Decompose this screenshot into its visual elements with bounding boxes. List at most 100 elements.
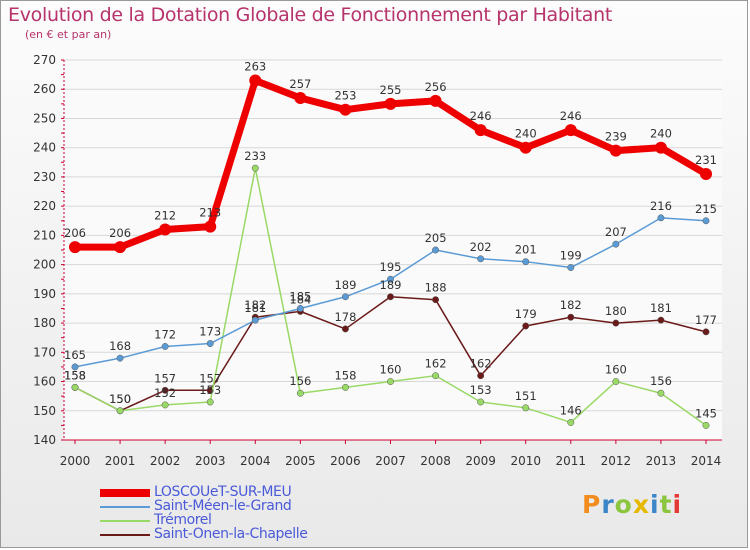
legend-label: Saint-Méen-le-Grand	[154, 498, 292, 514]
x-tick-label: 2009	[465, 454, 496, 468]
y-tick-label: 240	[33, 141, 56, 155]
data-point	[477, 372, 485, 380]
data-point	[654, 141, 667, 154]
data-point	[249, 74, 262, 87]
data-label: 151	[515, 389, 537, 403]
data-point	[700, 168, 712, 180]
data-label: 256	[425, 80, 447, 94]
data-label: 173	[199, 325, 221, 339]
y-tick-label: 270	[33, 53, 56, 67]
data-label: 150	[109, 392, 131, 406]
data-point	[296, 305, 304, 312]
plot-area	[64, 60, 722, 440]
y-tick-label: 180	[33, 316, 56, 330]
x-tick-label: 2003	[195, 454, 226, 468]
legend-swatch	[100, 534, 150, 536]
y-tick-label: 230	[33, 170, 56, 184]
chart-title: Evolution de la Dotation Globale de Fonc…	[8, 4, 613, 26]
data-point	[567, 264, 575, 271]
legend-label: Trémorel	[154, 512, 212, 528]
x-tick-label: 2010	[510, 454, 541, 468]
data-point	[702, 421, 710, 429]
x-tick-label: 2014	[691, 454, 722, 468]
data-label: 199	[560, 249, 582, 263]
data-label: 206	[64, 226, 86, 240]
x-tick-label: 2011	[556, 454, 587, 468]
data-label: 153	[199, 383, 221, 397]
data-label: 195	[380, 260, 402, 274]
data-label: 188	[425, 281, 447, 295]
x-tick-label: 2007	[375, 454, 406, 468]
data-label: 257	[289, 77, 311, 91]
y-tick-label: 220	[33, 199, 56, 213]
data-point	[612, 319, 620, 327]
x-tick-label: 2000	[60, 454, 91, 468]
data-label: 157	[154, 371, 176, 385]
legend-swatch	[100, 506, 150, 508]
data-label: 182	[560, 298, 582, 312]
data-label: 263	[244, 59, 266, 73]
data-label: 240	[515, 127, 537, 141]
data-point	[609, 144, 622, 157]
data-point	[341, 325, 349, 333]
data-point	[341, 383, 349, 391]
data-point	[387, 275, 394, 283]
data-label: 246	[470, 109, 492, 123]
data-point	[71, 383, 79, 391]
data-label: 145	[695, 406, 717, 420]
y-tick-label: 200	[33, 258, 56, 272]
data-point	[477, 255, 485, 263]
data-point	[612, 378, 620, 385]
y-tick-label: 190	[33, 287, 56, 301]
data-label: 181	[244, 301, 266, 315]
y-tick-label: 140	[33, 433, 56, 447]
x-tick-label: 2012	[601, 454, 632, 468]
data-point	[519, 141, 532, 154]
x-tick-label: 2006	[330, 454, 361, 468]
data-point	[564, 124, 577, 137]
data-point	[522, 258, 530, 266]
data-point	[522, 404, 530, 412]
data-label: 213	[199, 206, 221, 220]
data-point	[432, 372, 440, 380]
data-label: 177	[695, 313, 717, 327]
data-point	[387, 293, 394, 301]
legend-item: Saint-Méen-le-Grand	[100, 498, 420, 514]
data-point	[657, 389, 665, 397]
data-label: 216	[650, 199, 672, 213]
data-point	[341, 293, 349, 301]
data-point	[204, 220, 217, 233]
data-label: 246	[560, 109, 582, 123]
data-point	[387, 378, 394, 385]
data-label: 178	[334, 310, 356, 324]
data-label: 182	[244, 298, 266, 312]
data-label: 172	[154, 327, 176, 341]
data-label: 156	[650, 374, 672, 388]
data-point	[159, 223, 172, 236]
data-label: 215	[695, 202, 717, 216]
y-tick-label: 250	[33, 111, 56, 125]
data-label: 231	[695, 153, 717, 167]
data-point	[294, 92, 307, 104]
data-label: 253	[334, 89, 356, 103]
data-point	[339, 103, 352, 116]
data-label: 162	[470, 357, 492, 371]
legend-swatch	[100, 520, 150, 522]
legend-swatch	[100, 489, 150, 497]
data-point	[432, 296, 440, 304]
data-point	[161, 343, 169, 350]
data-label: 179	[515, 307, 537, 321]
data-point	[116, 407, 124, 415]
x-tick-label: 2002	[150, 454, 181, 468]
y-tick-label: 170	[33, 345, 56, 359]
data-point	[702, 328, 710, 336]
data-point	[114, 241, 127, 254]
data-point	[657, 316, 665, 324]
data-label: 158	[64, 368, 86, 382]
proxiti-logo: Proxiti	[582, 490, 683, 519]
data-label: 152	[154, 386, 176, 400]
legend-label: LOSCOUeT-SUR-MEU	[154, 484, 292, 500]
data-label: 168	[109, 339, 131, 353]
data-label: 158	[334, 368, 356, 382]
